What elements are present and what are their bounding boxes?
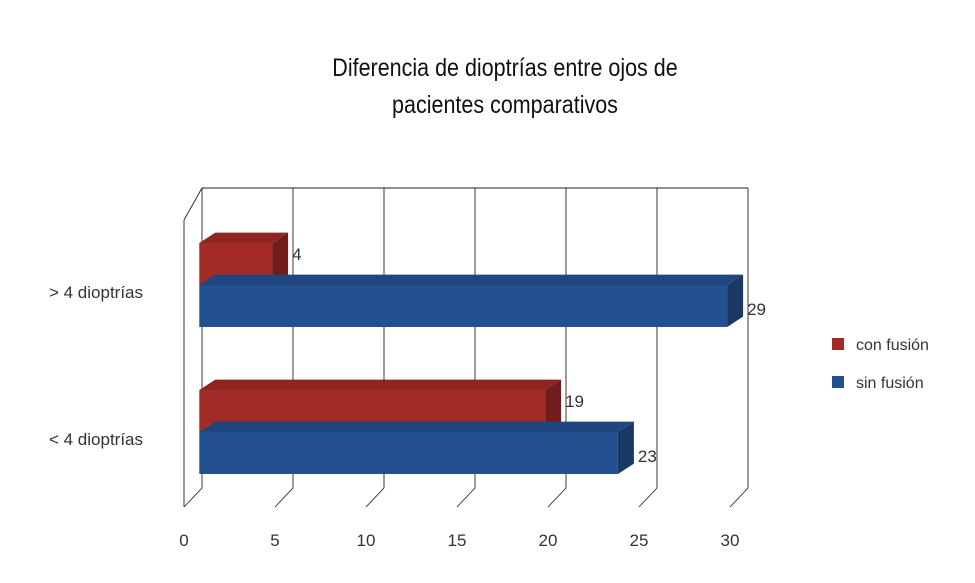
x-tick-label: 10	[357, 531, 376, 550]
legend-swatch-1	[832, 376, 844, 388]
bar-side-1-1	[617, 421, 634, 474]
chart-title-line-1: Diferencia de dioptrías entre ojos de	[332, 54, 678, 82]
bar-1-1	[199, 432, 618, 474]
data-label: 29	[747, 300, 766, 319]
chart-labels: 0 5 10 15 20 25 30 4 29 > 4 dioptrías 19 23 < 4 diop…	[49, 245, 766, 550]
floor-line	[456, 487, 476, 508]
data-label: 4	[292, 245, 301, 264]
bar-1-0	[199, 285, 728, 327]
chart-legend: con fusión sin fusión	[832, 337, 929, 392]
floor-line	[729, 487, 749, 508]
floor-line	[365, 487, 385, 508]
bar-side-0-1	[545, 379, 562, 432]
bar-top-1-0	[199, 274, 744, 285]
chart-title: Diferencia de dioptrías entre ojos de pa…	[290, 50, 720, 124]
data-label: 23	[638, 447, 657, 466]
bar-top-0-0	[199, 232, 289, 243]
bar-side-1-0	[727, 274, 744, 327]
category-label: < 4 dioptrías	[49, 430, 143, 449]
floor-line	[547, 487, 567, 508]
side-top-edge	[183, 187, 203, 221]
x-tick-label: 25	[630, 531, 649, 550]
bar-top-0-1	[199, 379, 562, 390]
x-tick-label: 20	[539, 531, 558, 550]
x-tick-label: 0	[179, 531, 188, 550]
category-label: > 4 dioptrías	[49, 283, 143, 302]
x-tick-label: 15	[448, 531, 467, 550]
chart-bars	[199, 232, 744, 474]
floor-line	[638, 487, 658, 508]
legend-label-0: con fusión	[856, 337, 929, 354]
data-label: 19	[565, 392, 584, 411]
legend-swatch-0	[832, 338, 844, 350]
x-tick-label: 5	[270, 531, 279, 550]
chart-title-line-2: pacientes comparativos	[392, 91, 618, 119]
floor-line	[183, 487, 203, 508]
legend-label-1: sin fusión	[856, 375, 924, 392]
bar-side-0-0	[272, 232, 289, 285]
floor-line	[274, 487, 294, 508]
bar-top-1-1	[199, 421, 634, 432]
x-tick-label: 30	[721, 531, 740, 550]
